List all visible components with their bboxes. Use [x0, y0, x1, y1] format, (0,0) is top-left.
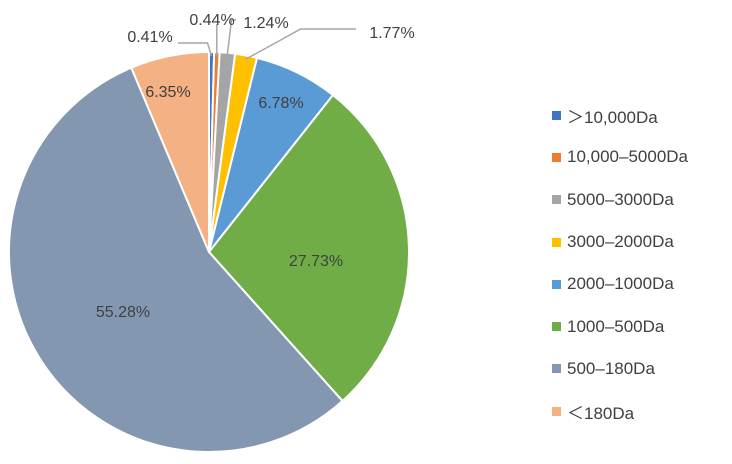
data-label-3000-2000: 1.77%: [369, 25, 414, 42]
legend-label-5000-3000: 5000–3000Da: [567, 189, 674, 209]
legend-item-gt-10000: ＞10,000Da: [552, 94, 730, 136]
legend-label-500-180: 500–180Da: [567, 358, 655, 378]
data-label-2000-1000: 6.78%: [258, 95, 303, 112]
legend-swatch-1000-500: [552, 322, 561, 332]
leader-lines: [178, 19, 356, 61]
leader-line-10000-5000: [216, 24, 218, 57]
leader-line-gt-10000: [178, 42, 213, 57]
data-label-10000-5000: 0.44%: [189, 12, 234, 29]
legend-item-2000-1000: 2000–1000Da: [552, 263, 730, 305]
legend-swatch-3000-2000: [552, 237, 561, 247]
pie-slice-lt-180: [129, 50, 210, 253]
pie-slice-500-180: [8, 66, 344, 453]
data-label-500-180: 55.28%: [96, 304, 150, 321]
data-label-gt-10000: 0.41%: [127, 29, 172, 46]
legend-label-lt-180: ＜180Da: [567, 403, 635, 423]
data-label-lt-180: 6.35%: [145, 84, 190, 101]
pie-slice-1000-500: [207, 93, 410, 403]
legend-item-5000-3000: 5000–3000Da: [552, 179, 730, 221]
legend-item-500-180: 500–180Da: [552, 348, 730, 390]
legend-item-lt-180: ＜180Da: [552, 390, 730, 432]
legend-swatch-5000-3000: [552, 195, 561, 205]
legend-swatch-gt-10000: [552, 110, 561, 120]
legend-label-10000-5000: 10,000–5000Da: [567, 147, 689, 167]
legend-label-1000-500: 1000–500Da: [567, 316, 665, 336]
legend-swatch-500-180: [552, 364, 561, 374]
data-labels: 0.41% 0.44% 1.24% 1.77% 6.78% 27.73% 55.28% 6.3…: [96, 12, 415, 321]
legend-label-gt-10000: ＞10,000Da: [567, 107, 658, 127]
legend-item-10000-5000: 10,000–5000Da: [552, 136, 730, 178]
data-label-5000-3000: 1.24%: [243, 15, 288, 32]
leader-line-3000-2000: [245, 28, 356, 61]
legend: ＞10,000Da 10,000–5000Da 5000–3000Da 3000–20…: [552, 94, 730, 432]
legend-label-3000-2000: 3000–2000Da: [567, 232, 674, 252]
legend-swatch-lt-180: [552, 406, 561, 416]
leader-line-5000-3000: [226, 19, 236, 57]
legend-swatch-10000-5000: [552, 152, 561, 162]
pie-slices: [8, 50, 410, 453]
legend-swatch-2000-1000: [552, 279, 561, 289]
data-label-1000-500: 27.73%: [289, 253, 343, 270]
legend-item-1000-500: 1000–500Da: [552, 305, 730, 347]
legend-label-2000-1000: 2000–1000Da: [567, 274, 674, 294]
legend-item-3000-2000: 3000–2000Da: [552, 221, 730, 263]
